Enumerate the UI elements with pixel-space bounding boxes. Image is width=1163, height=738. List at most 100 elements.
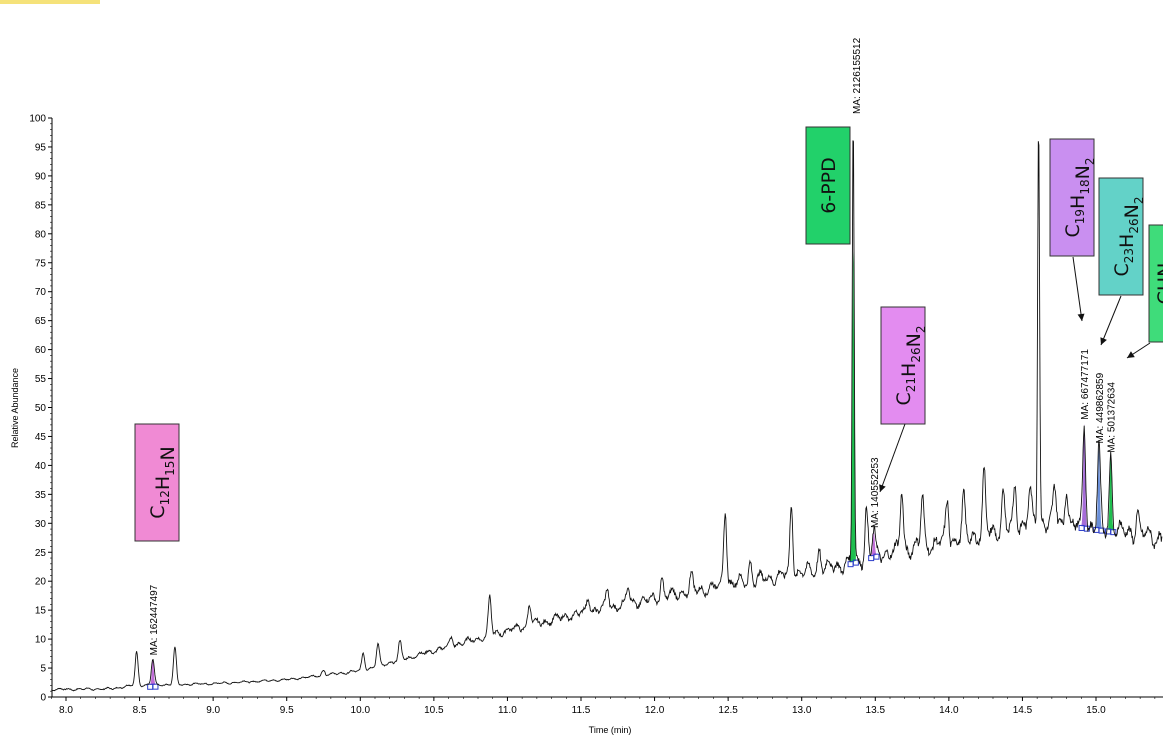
y-tick-label: 30 xyxy=(35,519,47,530)
y-axis-title: Relative Abundance xyxy=(10,368,20,448)
x-tick-label: 11.5 xyxy=(572,705,591,716)
compound-label-subscript: 18 xyxy=(1078,179,1092,194)
x-tick-label: 13.0 xyxy=(792,705,812,716)
ma-label: MA: 2126155512 xyxy=(852,37,863,114)
compound-label-element: C xyxy=(1111,263,1133,276)
y-tick-label: 0 xyxy=(40,693,46,704)
compound-label-c19: C19H18N2 xyxy=(1049,138,1097,257)
compound-label-text: CHN xyxy=(1154,263,1163,305)
filled-peak xyxy=(870,531,877,557)
compound-label-box xyxy=(880,306,926,425)
compound-label-cx: CHN xyxy=(1148,224,1163,343)
compound-label-element: 6-PPD xyxy=(818,157,840,214)
x-axis-title: Time (min) xyxy=(589,725,632,735)
compound-label-c21: C21H26N2 xyxy=(880,306,928,425)
x-tick-label: 8.0 xyxy=(59,705,73,716)
corner-mark xyxy=(0,0,100,4)
compound-label-element: C xyxy=(147,505,169,518)
compound-label-box xyxy=(1049,138,1095,257)
y-tick-label: 75 xyxy=(35,258,47,269)
compound-label-element: C xyxy=(1062,224,1084,237)
compound-label-text: C21H26N2 xyxy=(893,326,928,406)
compound-label-subscript: 15 xyxy=(163,461,177,476)
annotation-arrow xyxy=(1072,256,1083,322)
x-tick-label: 10.0 xyxy=(351,705,371,716)
compound-label-box xyxy=(134,423,180,542)
annotation-arrowhead xyxy=(879,484,886,492)
filled-peak xyxy=(1096,447,1102,529)
compound-label-element: C xyxy=(1154,291,1163,304)
compound-label-subscript: 26 xyxy=(909,347,923,362)
compound-label-element: C xyxy=(893,392,915,405)
compound-label-element: N xyxy=(1121,204,1143,218)
x-tick-label: 9.0 xyxy=(206,705,220,716)
y-tick-label: 15 xyxy=(35,606,47,617)
compound-label-element: H xyxy=(898,363,920,377)
annotation-arrowhead xyxy=(1127,351,1135,358)
compound-label-subscript: 12 xyxy=(158,490,172,505)
compound-label-box xyxy=(805,126,851,245)
ma-label: MA: 140552253 xyxy=(870,457,881,528)
y-tick-label: 55 xyxy=(35,374,47,385)
y-tick-label: 60 xyxy=(35,345,47,356)
y-tick-label: 90 xyxy=(35,171,47,182)
y-tick-label: 85 xyxy=(35,200,47,211)
axes xyxy=(51,118,1163,698)
filled-peak xyxy=(1081,423,1087,527)
x-tick-label: 14.5 xyxy=(1013,705,1033,716)
integration-marker xyxy=(873,553,880,560)
x-tick-label: 13.5 xyxy=(866,705,886,716)
compound-label-subscript: 2 xyxy=(1083,158,1097,166)
tick-group: 0 5 10 15 20 25 30 35 40 45 50 55 60 65 70 75 80 85 90 95 10… xyxy=(29,114,1156,716)
ma-label: MA: 501372634 xyxy=(1107,382,1118,453)
compound-label-element: N xyxy=(1154,263,1163,277)
compound-label-subscript: 2 xyxy=(914,326,928,334)
filled-peak xyxy=(1107,456,1114,531)
y-tick-label: 45 xyxy=(35,432,47,443)
compound-label-ppd: 6-PPD xyxy=(805,126,851,245)
x-tick-label: 11.0 xyxy=(498,705,517,716)
y-tick-label: 65 xyxy=(35,316,47,327)
compound-label-text: C19H18N2 xyxy=(1062,158,1097,238)
x-tick-label: 12.0 xyxy=(645,705,665,716)
compound-label-c23: C23H26N2 xyxy=(1098,177,1146,296)
compound-label-subscript: 21 xyxy=(904,377,918,392)
y-tick-label: 10 xyxy=(35,635,47,646)
compound-label-element: H xyxy=(1116,234,1138,248)
compound-label-element: H xyxy=(1067,195,1089,209)
plot-area xyxy=(51,140,1163,692)
chromatogram-trace xyxy=(51,140,1163,692)
compound-label-element: N xyxy=(1072,165,1094,179)
y-tick-label: 50 xyxy=(35,403,47,414)
y-tick-label: 95 xyxy=(35,142,47,153)
y-tick-label: 100 xyxy=(29,114,46,125)
x-tick-label: 12.5 xyxy=(718,705,738,716)
compound-label-element: N xyxy=(157,446,179,460)
annotation-arrow xyxy=(879,423,906,493)
compound-label-text: 6-PPD xyxy=(818,157,840,214)
compound-label-element: H xyxy=(1154,277,1163,291)
y-tick-label: 80 xyxy=(35,229,47,240)
compound-label-subscript: 19 xyxy=(1073,209,1087,224)
y-tick-label: 70 xyxy=(35,287,47,298)
compound-label-element: H xyxy=(152,476,174,490)
compound-label-text: C23H26N2 xyxy=(1111,197,1146,277)
compound-label-subscript: 26 xyxy=(1127,218,1141,233)
compound-label-box xyxy=(1098,177,1144,296)
compound-label-text: C12H15N xyxy=(147,446,179,518)
annotation-arrow xyxy=(1100,295,1122,346)
annotation-group: MA: 162447497 MA: 2126155512 MA: 140552253… xyxy=(0,0,1163,655)
compound-label-box xyxy=(1148,224,1163,343)
y-tick-label: 20 xyxy=(35,577,47,588)
y-tick-label: 35 xyxy=(35,490,47,501)
y-tick-label: 25 xyxy=(35,548,47,559)
compound-label-subscript: 23 xyxy=(1122,248,1136,263)
compound-label-subscript: 2 xyxy=(1132,197,1146,205)
filled-peak xyxy=(149,659,156,686)
compound-label-c12: C12H15N xyxy=(134,423,180,542)
x-tick-label: 15.0 xyxy=(1086,705,1106,716)
annotation-arrowhead xyxy=(1077,313,1085,321)
x-tick-label: 9.5 xyxy=(280,705,294,716)
annotation-arrowhead xyxy=(1100,337,1107,345)
